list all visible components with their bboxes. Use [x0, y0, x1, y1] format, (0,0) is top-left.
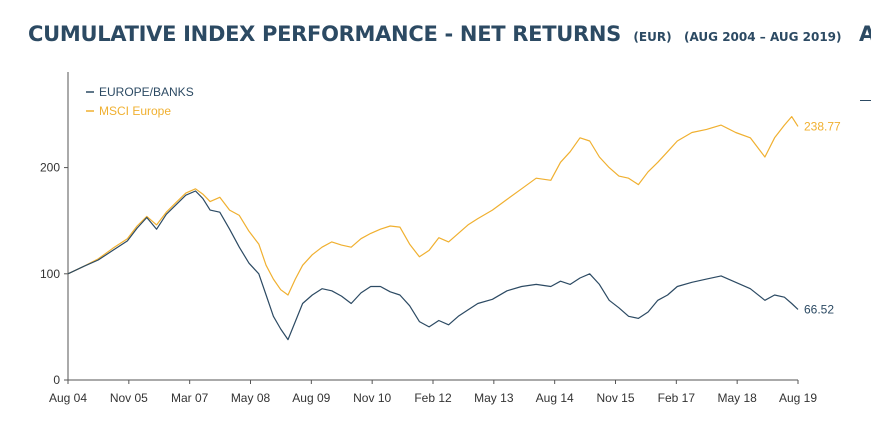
x-tick-label: Nov 05 [110, 391, 148, 405]
x-tick-label: Feb 12 [414, 391, 452, 405]
chart-title-row: CUMULATIVE INDEX PERFORMANCE - NET RETUR… [28, 22, 842, 46]
x-tick-label: May 13 [474, 391, 514, 405]
legend-label-msci-europe: MSCI Europe [99, 104, 171, 118]
adjacent-title-fragment: A [859, 22, 871, 46]
x-tick-label: May 18 [717, 391, 757, 405]
chart-title: CUMULATIVE INDEX PERFORMANCE - NET RETUR… [28, 22, 621, 46]
chart-title-range: (AUG 2004 – AUG 2019) [684, 30, 842, 44]
adjacent-legend-fragment [860, 100, 871, 101]
y-tick-label: 200 [40, 161, 60, 175]
x-tick-label: Nov 15 [596, 391, 634, 405]
legend-label-europe-banks: EUROPE/BANKS [99, 85, 194, 99]
chart-axes: 0 100 200 Aug 04 Nov 05 Mar 07 May 08 Aug 09 Nov… [40, 72, 817, 405]
y-tick-label: 0 [53, 373, 60, 387]
y-tick-label: 100 [40, 267, 60, 281]
x-tick-label: Nov 10 [353, 391, 391, 405]
x-tick-label: Aug 09 [292, 391, 330, 405]
series-line-msci-europe [67, 116, 799, 296]
chart-title-unit: (EUR) [633, 30, 672, 44]
end-value-label-msci-europe: 238.77 [804, 119, 841, 133]
series-layer: 238.77 66.52 [67, 116, 841, 341]
x-tick-label: Aug 04 [49, 391, 87, 405]
x-tick-label: May 08 [231, 391, 271, 405]
series-line-europe-banks [67, 190, 799, 341]
x-tick-label: Mar 07 [171, 391, 209, 405]
chart-legend: EUROPE/BANKS MSCI Europe [86, 85, 194, 118]
x-tick-label: Aug 14 [536, 391, 574, 405]
end-value-label-europe-banks: 66.52 [804, 302, 834, 316]
x-tick-label: Feb 17 [658, 391, 696, 405]
x-tick-label: Aug 19 [779, 391, 817, 405]
